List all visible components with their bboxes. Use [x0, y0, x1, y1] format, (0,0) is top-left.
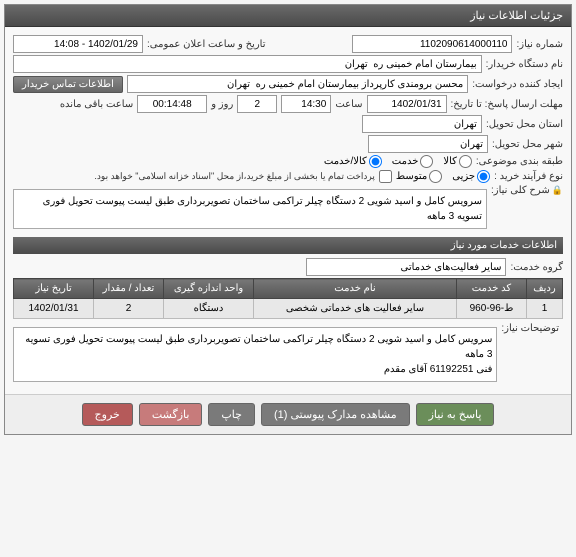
- proc-radio-0[interactable]: [477, 170, 490, 183]
- cat-radio-2[interactable]: [369, 155, 382, 168]
- deadline-date-input: [367, 95, 447, 113]
- cell-date: 1402/01/31: [14, 299, 94, 319]
- cell-qty: 2: [94, 299, 164, 319]
- row-need-no: شماره نیاز: تاریخ و ساعت اعلان عمومی:: [13, 35, 563, 53]
- remain-label: ساعت باقی مانده: [60, 99, 133, 110]
- deadline-time-input: [281, 95, 331, 113]
- creator-label: ایجاد کننده درخواست:: [472, 79, 563, 90]
- col-date: تاریخ نیاز: [14, 279, 94, 299]
- notes-box: سرویس کامل و اسید شویی 2 دستگاه چیلر ترا…: [13, 327, 497, 382]
- row-creator: ایجاد کننده درخواست: اطلاعات تماس خریدار: [13, 75, 563, 93]
- need-no-label: شماره نیاز:: [516, 39, 563, 50]
- province-input: [362, 115, 482, 133]
- exit-button[interactable]: خروج: [82, 403, 133, 426]
- print-button[interactable]: چاپ: [208, 403, 255, 426]
- announce-label: تاریخ و ساعت اعلان عمومی:: [147, 39, 266, 50]
- row-deadline: مهلت ارسال پاسخ: تا تاریخ: ساعت روز و سا…: [13, 95, 563, 113]
- row-city: شهر محل تحویل:: [13, 135, 563, 153]
- cat-radio-0[interactable]: [459, 155, 472, 168]
- remain-input: [137, 95, 207, 113]
- row-buyer: نام دستگاه خریدار:: [13, 55, 563, 73]
- proc-label: نوع فرآیند خرید :: [494, 171, 563, 182]
- need-no-input: [352, 35, 512, 53]
- col-name: نام خدمت: [254, 279, 457, 299]
- proc-opt-1[interactable]: متوسط: [396, 170, 442, 183]
- back-button[interactable]: بازگشت: [139, 403, 203, 426]
- desc-label: شرح کلی نیاز:: [491, 185, 563, 196]
- proc-note-checkbox[interactable]: [379, 170, 392, 183]
- contact-buyer-button[interactable]: اطلاعات تماس خریدار: [13, 76, 123, 93]
- notes-label2: توضیحات نیاز:: [501, 323, 559, 334]
- cat-opt-1[interactable]: خدمت: [392, 155, 434, 168]
- table-header-row: ردیف کد خدمت نام خدمت واحد اندازه گیری ت…: [14, 279, 563, 299]
- col-row: ردیف: [527, 279, 563, 299]
- time-label: ساعت: [335, 99, 362, 110]
- button-bar: پاسخ به نیاز مشاهده مدارک پیوستی (1) چاپ…: [5, 394, 571, 434]
- deadline-label: مهلت ارسال پاسخ: تا تاریخ:: [451, 99, 563, 110]
- cat-radio-group: کالا خدمت کالا/خدمت: [324, 155, 472, 168]
- services-table: ردیف کد خدمت نام خدمت واحد اندازه گیری ت…: [13, 278, 563, 319]
- announce-input: [13, 35, 143, 53]
- cat-opt-0[interactable]: کالا: [443, 155, 472, 168]
- city-input: [368, 135, 488, 153]
- desc-box: سرویس کامل و اسید شویی 2 دستگاه چیلر ترا…: [13, 189, 487, 229]
- proc-radio-1[interactable]: [429, 170, 442, 183]
- col-qty: تعداد / مقدار: [94, 279, 164, 299]
- group-input: [306, 258, 506, 276]
- cat-radio-1[interactable]: [420, 155, 433, 168]
- row-process: نوع فرآیند خرید : جزیی متوسط پرداخت تمام…: [13, 170, 563, 183]
- proc-radio-group: جزیی متوسط: [396, 170, 490, 183]
- table-head: ردیف کد خدمت نام خدمت واحد اندازه گیری ت…: [14, 279, 563, 299]
- province-label: استان محل تحویل:: [486, 119, 563, 130]
- col-code: کد خدمت: [457, 279, 527, 299]
- days-label: روز و: [211, 99, 233, 110]
- row-desc: شرح کلی نیاز: سرویس کامل و اسید شویی 2 د…: [13, 185, 563, 233]
- cat-opt-2[interactable]: کالا/خدمت: [324, 155, 382, 168]
- city-label: شهر محل تحویل:: [492, 139, 563, 150]
- attachments-button[interactable]: مشاهده مدارک پیوستی (1): [261, 403, 410, 426]
- cell-name: سایر فعالیت های خدماتی شخصی: [254, 299, 457, 319]
- days-input: [237, 95, 277, 113]
- creator-input: [127, 75, 468, 93]
- row-notes: توضیحات نیاز: سرویس کامل و اسید شویی 2 د…: [13, 323, 563, 386]
- row-province: استان محل تحویل:: [13, 115, 563, 133]
- buyer-label: نام دستگاه خریدار:: [486, 59, 563, 70]
- cell-row: 1: [527, 299, 563, 319]
- buyer-input: [13, 55, 482, 73]
- main-panel: جزئیات اطلاعات نیاز شماره نیاز: تاریخ و …: [4, 4, 572, 435]
- proc-opt-0[interactable]: جزیی: [452, 170, 490, 183]
- table-row[interactable]: 1 ط-96-960 سایر فعالیت های خدماتی شخصی د…: [14, 299, 563, 319]
- cell-unit: دستگاه: [164, 299, 254, 319]
- table-body: 1 ط-96-960 سایر فعالیت های خدماتی شخصی د…: [14, 299, 563, 319]
- cell-code: ط-96-960: [457, 299, 527, 319]
- services-header: اطلاعات خدمات مورد نیاز: [13, 237, 563, 254]
- cat-label: طبقه بندی موضوعی:: [476, 156, 563, 167]
- reply-button[interactable]: پاسخ به نیاز: [416, 403, 495, 426]
- col-unit: واحد اندازه گیری: [164, 279, 254, 299]
- row-group: گروه خدمت:: [13, 258, 563, 276]
- row-category: طبقه بندی موضوعی: کالا خدمت کالا/خدمت: [13, 155, 563, 168]
- panel-title: جزئیات اطلاعات نیاز: [5, 5, 571, 27]
- panel-body: شماره نیاز: تاریخ و ساعت اعلان عمومی: نا…: [5, 27, 571, 394]
- proc-note: پرداخت تمام یا بخشی از مبلغ خرید،از محل …: [94, 171, 374, 182]
- group-label: گروه خدمت:: [510, 262, 563, 273]
